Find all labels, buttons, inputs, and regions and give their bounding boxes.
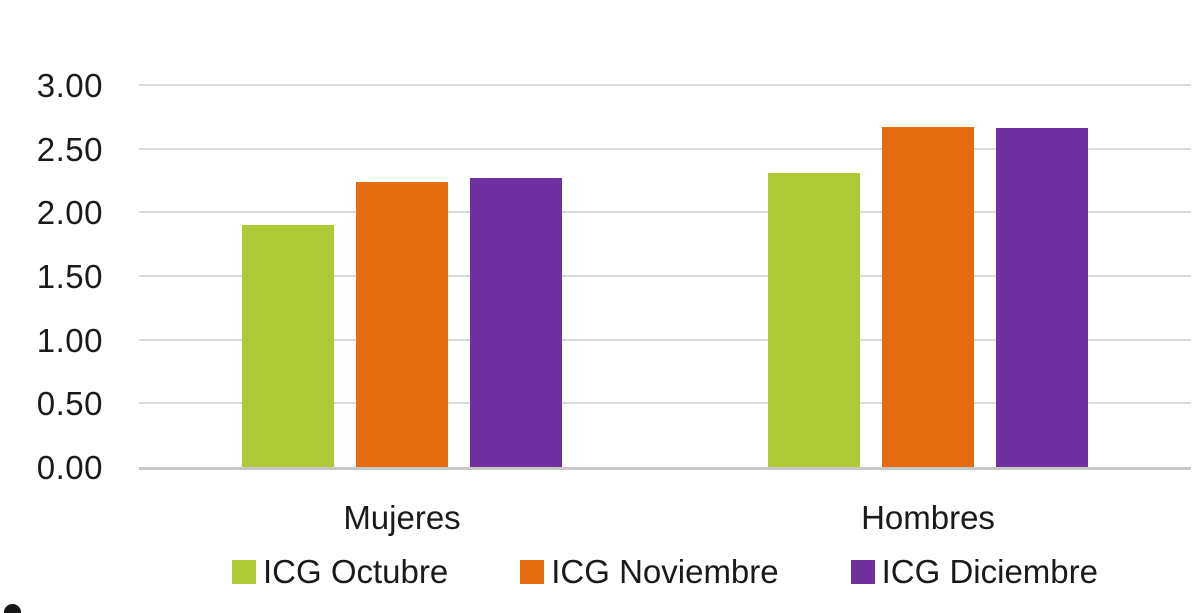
- gridline: [139, 84, 1191, 86]
- legend-swatch-icon: [520, 560, 545, 584]
- chart-legend: ICG Octubre ICG Noviembre ICG Diciembre: [139, 553, 1191, 591]
- gridline: [139, 211, 1191, 214]
- x-axis-category-label-hombres: Hombres: [861, 499, 995, 536]
- x-axis-category-label-mujeres: Mujeres: [343, 499, 461, 536]
- gridline: [139, 275, 1191, 277]
- y-axis-tick-label: 2.00: [36, 194, 103, 232]
- legend-label: ICG Noviembre: [551, 553, 779, 590]
- bar-hombres-icg-diciembre: [996, 128, 1088, 467]
- y-axis-tick-label: 0.50: [36, 385, 103, 423]
- y-axis-tick-label: 3.00: [36, 67, 103, 104]
- bar-hombres-icg-octubre: [768, 172, 860, 467]
- cropped-text-artifact: [4, 604, 21, 613]
- bar-mujeres-icg-diciembre: [470, 177, 562, 467]
- plot-area: [139, 84, 1191, 470]
- bar-mujeres-icg-noviembre: [356, 181, 448, 467]
- gridline: [139, 147, 1191, 150]
- legend-label: ICG Diciembre: [881, 553, 1098, 590]
- y-axis-tick-label: 0.00: [36, 449, 103, 486]
- gridline: [139, 338, 1191, 341]
- gridline: [139, 402, 1191, 405]
- legend-item-icg-diciembre: ICG Diciembre: [850, 553, 1098, 591]
- y-axis-tick-label: 1.00: [36, 321, 103, 359]
- legend-item-icg-octubre: ICG Octubre: [232, 553, 448, 591]
- legend-swatch-icon: [850, 560, 875, 584]
- legend-item-icg-noviembre: ICG Noviembre: [520, 553, 779, 591]
- bar-mujeres-icg-octubre: [242, 225, 334, 467]
- y-axis-tick-label: 2.50: [36, 130, 103, 168]
- bar-hombres-icg-noviembre: [882, 127, 974, 467]
- legend-swatch-icon: [232, 560, 256, 584]
- legend-label: ICG Octubre: [263, 553, 449, 590]
- y-axis-tick-label: 1.50: [36, 258, 103, 295]
